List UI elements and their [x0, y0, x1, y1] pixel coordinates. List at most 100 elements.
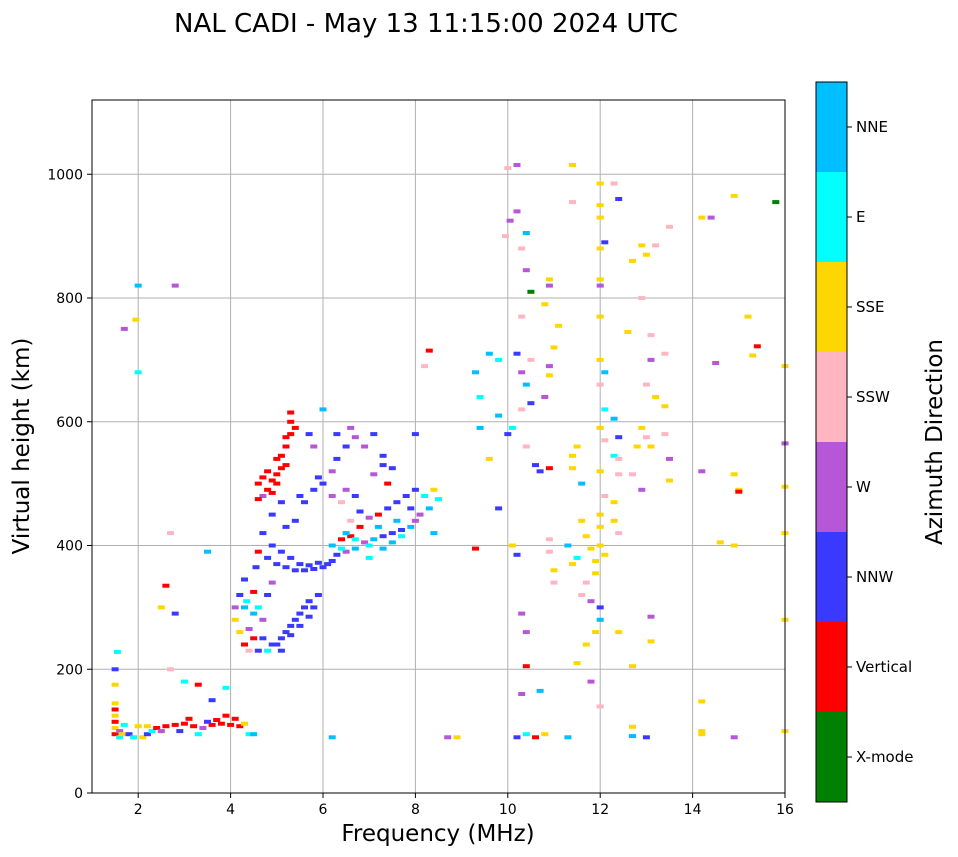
- data-point: [347, 518, 355, 523]
- data-point: [388, 531, 396, 536]
- colorbar-tick-label: SSW: [856, 388, 890, 406]
- data-point: [254, 549, 262, 554]
- x-tick-label: 4: [226, 802, 235, 818]
- data-point: [162, 724, 170, 729]
- data-point: [111, 732, 119, 737]
- data-point: [532, 463, 539, 468]
- data-point: [647, 639, 655, 644]
- colorbar-tick-label: E: [856, 208, 865, 226]
- data-point: [365, 555, 373, 560]
- data-point: [730, 472, 738, 477]
- data-point: [347, 534, 355, 539]
- data-point: [398, 528, 405, 532]
- data-point: [569, 163, 576, 167]
- data-point: [596, 314, 604, 319]
- data-point: [259, 475, 267, 480]
- data-point: [596, 617, 604, 622]
- data-point: [698, 215, 706, 220]
- data-point: [430, 487, 438, 492]
- data-point: [582, 642, 590, 647]
- data-point: [545, 537, 553, 542]
- data-point: [444, 735, 452, 740]
- data-point: [393, 518, 401, 523]
- data-point: [250, 636, 258, 641]
- y-tick-label: 400: [56, 539, 83, 555]
- data-point: [333, 552, 341, 557]
- data-point: [435, 497, 442, 502]
- data-point: [485, 456, 493, 461]
- data-point: [374, 512, 382, 517]
- data-point: [319, 407, 327, 412]
- data-point: [550, 580, 558, 585]
- data-point: [236, 593, 244, 597]
- data-point: [338, 500, 345, 505]
- data-point: [241, 721, 248, 726]
- data-point: [171, 283, 179, 288]
- data-point: [379, 534, 387, 539]
- data-point: [661, 404, 669, 409]
- data-point: [324, 562, 332, 567]
- data-point: [148, 729, 156, 734]
- data-point: [282, 524, 290, 529]
- data-point: [287, 633, 295, 638]
- colorbar-tick-label: NNW: [856, 568, 893, 586]
- data-point: [601, 438, 609, 443]
- data-point: [370, 537, 378, 542]
- data-point: [545, 466, 553, 471]
- data-point: [545, 364, 553, 369]
- data-point: [522, 444, 530, 449]
- data-point: [287, 419, 295, 424]
- data-point: [749, 353, 757, 358]
- data-point: [264, 593, 272, 597]
- data-point: [245, 627, 253, 631]
- data-point: [642, 382, 650, 387]
- data-point: [647, 357, 655, 362]
- data-point: [425, 348, 433, 353]
- data-point: [564, 543, 572, 548]
- data-point: [291, 518, 299, 523]
- data-point: [573, 555, 581, 560]
- data-point: [264, 648, 272, 653]
- y-tick-label: 600: [56, 415, 83, 431]
- data-point: [411, 518, 419, 523]
- colorbar-swatch: [816, 442, 847, 533]
- data-point: [268, 543, 276, 548]
- data-point: [596, 425, 604, 430]
- data-point: [522, 268, 530, 273]
- data-point: [254, 648, 262, 653]
- data-point: [772, 200, 780, 205]
- y-tick-label: 1000: [47, 167, 83, 183]
- data-point: [592, 571, 600, 576]
- data-point: [504, 432, 512, 437]
- data-point: [615, 435, 623, 440]
- data-point: [407, 506, 415, 511]
- data-point: [111, 701, 119, 706]
- y-tick-label: 800: [56, 291, 83, 307]
- data-point: [208, 722, 216, 727]
- data-point: [698, 729, 706, 734]
- y-tick-label: 200: [56, 662, 83, 678]
- data-point: [132, 317, 140, 322]
- data-point: [495, 413, 503, 418]
- data-point: [241, 642, 248, 647]
- data-point: [130, 735, 138, 740]
- data-point: [243, 599, 251, 604]
- data-point: [273, 472, 281, 477]
- data-point: [319, 565, 327, 570]
- data-point: [379, 463, 387, 468]
- data-point: [513, 163, 521, 167]
- data-point: [328, 494, 336, 498]
- azimuth-colorbar: NNE E SSE SSW W NNW Vertical X-mode: [815, 81, 913, 803]
- data-point: [259, 494, 267, 498]
- data-point: [379, 546, 387, 551]
- data-point: [545, 373, 553, 378]
- data-point: [601, 407, 609, 412]
- data-point: [596, 605, 604, 610]
- data-point: [615, 197, 623, 201]
- data-point: [342, 487, 350, 492]
- data-point: [157, 729, 165, 734]
- x-tick-label: 16: [776, 802, 794, 818]
- data-point: [476, 395, 484, 399]
- data-point: [277, 636, 285, 641]
- data-point: [120, 326, 128, 331]
